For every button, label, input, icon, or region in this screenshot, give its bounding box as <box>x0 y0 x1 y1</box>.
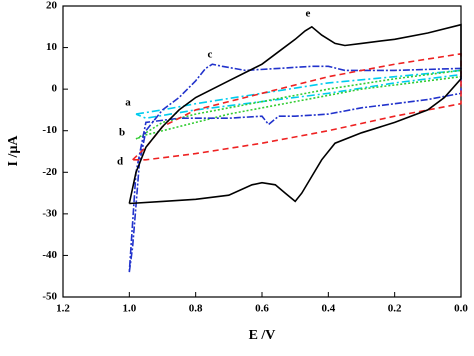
y-tick-label: -20 <box>42 166 57 178</box>
curve <box>128 23 462 205</box>
y-tick-label: -50 <box>42 291 57 303</box>
x-tick-label: 0.0 <box>454 303 468 315</box>
x-tick-label: 0.2 <box>388 303 402 315</box>
curve <box>135 69 462 120</box>
x-axis-label: E /V <box>249 328 276 343</box>
curve-label: b <box>119 127 125 139</box>
x-tick-label: 1.2 <box>56 303 70 315</box>
curve-label: e <box>306 8 311 20</box>
y-tick-label: 20 <box>46 0 58 12</box>
y-tick-label: -30 <box>42 207 57 219</box>
y-tick-label: 10 <box>46 41 58 53</box>
x-tick-label: 0.6 <box>255 303 269 315</box>
y-axis-label: I /µA <box>6 135 21 167</box>
curve-label: c <box>208 49 213 61</box>
y-tick-label: 0 <box>52 83 58 95</box>
y-tick-label: -40 <box>42 249 57 261</box>
y-tick-label: -10 <box>42 124 57 136</box>
curve <box>128 63 462 273</box>
x-tick-label: 0.4 <box>321 303 335 315</box>
curve-label: a <box>125 97 131 109</box>
plot-frame <box>62 5 462 298</box>
curve-label: d <box>117 156 123 168</box>
curve <box>132 52 462 161</box>
x-tick-label: 0.8 <box>189 303 203 315</box>
x-tick-label: 1.0 <box>122 303 136 315</box>
